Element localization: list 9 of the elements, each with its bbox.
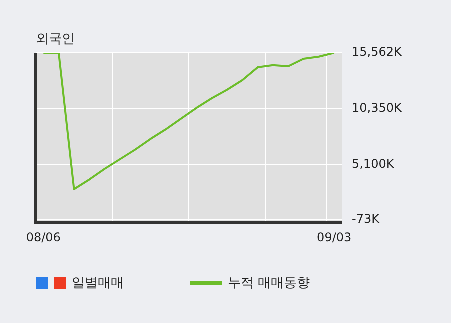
x-tick-label: 09/03 <box>317 230 352 244</box>
y-tick-label: -73K <box>352 212 381 226</box>
legend-label: 누적 매매동향 <box>228 275 310 292</box>
y-tick-label: 15,562K <box>352 45 403 60</box>
y-tick-label: 10,350K <box>352 100 403 115</box>
legend-label: 일별매매 <box>72 275 124 292</box>
chart-title: 외국인 <box>36 31 75 48</box>
y-tick-label: 5,100K <box>352 156 396 171</box>
x-tick-label: 08/06 <box>26 230 61 244</box>
